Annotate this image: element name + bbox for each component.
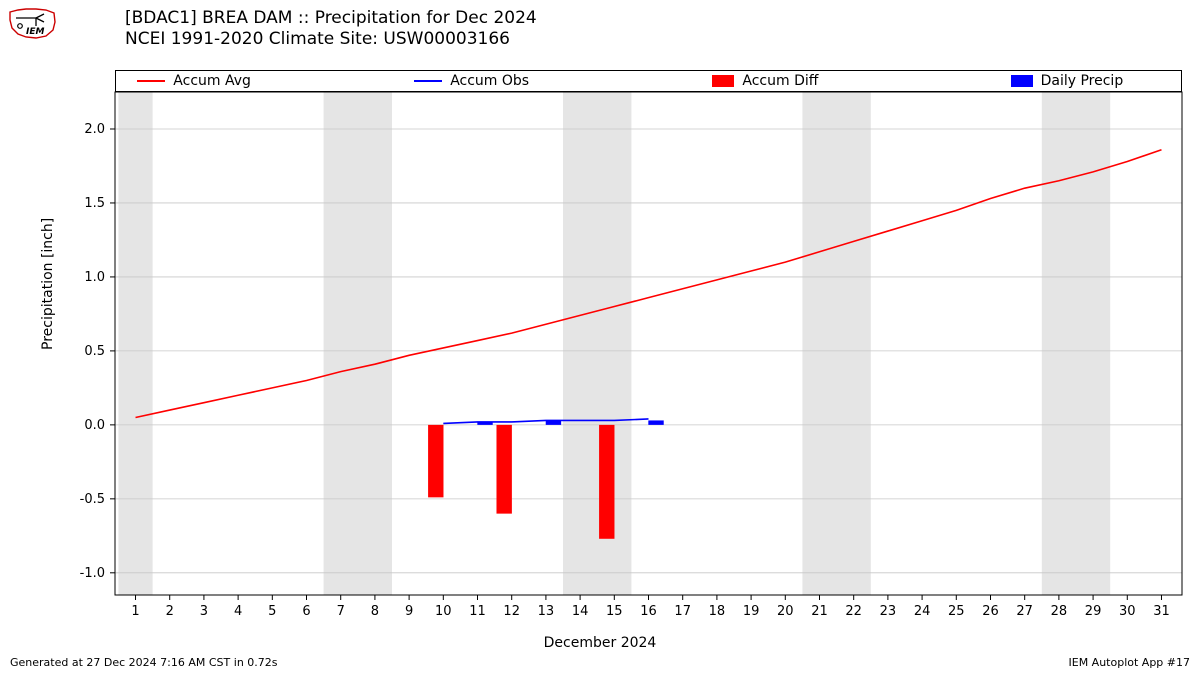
x-tick-label: 7	[337, 604, 345, 619]
x-tick-label: 24	[914, 604, 931, 619]
x-tick-label: 27	[1016, 604, 1033, 619]
legend-item-accum-diff: Accum Diff	[712, 73, 818, 89]
x-tick-label: 29	[1085, 604, 1102, 619]
x-tick-label: 14	[572, 604, 589, 619]
svg-text:IEM: IEM	[26, 27, 44, 37]
x-tick-label: 2	[166, 604, 174, 619]
legend-label: Accum Avg	[173, 73, 251, 89]
x-tick-label: 13	[538, 604, 555, 619]
x-tick-label: 19	[743, 604, 760, 619]
y-tick-label: 1.0	[84, 270, 105, 285]
legend-label: Accum Obs	[450, 73, 529, 89]
bar-daily-precip	[648, 420, 663, 424]
x-tick-label: 9	[405, 604, 413, 619]
x-tick-label: 22	[845, 604, 862, 619]
x-tick-label: 8	[371, 604, 379, 619]
y-axis-label: Precipitation [inch]	[40, 218, 56, 350]
x-tick-label: 26	[982, 604, 999, 619]
y-tick-label: 2.0	[84, 122, 105, 137]
legend-item-accum-avg: Accum Avg	[137, 73, 251, 89]
title-line-1: [BDAC1] BREA DAM :: Precipitation for De…	[125, 8, 537, 29]
footer-generated: Generated at 27 Dec 2024 7:16 AM CST in …	[10, 656, 278, 669]
weekend-band	[324, 92, 392, 595]
x-tick-label: 28	[1051, 604, 1068, 619]
x-tick-label: 3	[200, 604, 208, 619]
x-tick-label: 4	[234, 604, 242, 619]
legend-swatch	[712, 75, 734, 87]
y-tick-label: -1.0	[80, 566, 105, 581]
x-tick-label: 25	[948, 604, 965, 619]
legend: Accum Avg Accum Obs Accum Diff Daily Precip	[115, 70, 1182, 92]
x-tick-label: 5	[268, 604, 276, 619]
legend-swatch	[137, 80, 165, 82]
legend-swatch	[414, 80, 442, 82]
bar-accum-diff	[428, 425, 443, 497]
x-tick-label: 31	[1153, 604, 1170, 619]
weekend-band	[563, 92, 631, 595]
precipitation-chart: -1.0-0.50.00.51.01.52.012345678910111213…	[115, 92, 1182, 625]
x-tick-label: 12	[503, 604, 520, 619]
x-tick-label: 20	[777, 604, 794, 619]
x-tick-label: 18	[709, 604, 726, 619]
footer-app: IEM Autoplot App #17	[1069, 656, 1191, 669]
chart-title: [BDAC1] BREA DAM :: Precipitation for De…	[125, 8, 537, 51]
bar-accum-diff	[599, 425, 614, 539]
x-tick-label: 10	[435, 604, 452, 619]
x-tick-label: 16	[640, 604, 657, 619]
x-tick-label: 21	[811, 604, 828, 619]
plot-border	[115, 92, 1182, 595]
y-tick-label: 0.5	[84, 344, 105, 359]
weekend-band	[802, 92, 870, 595]
weekend-band	[118, 92, 152, 595]
iem-logo: IEM	[6, 4, 58, 42]
x-axis-label: December 2024	[0, 635, 1200, 651]
x-tick-label: 1	[131, 604, 139, 619]
legend-label: Accum Diff	[742, 73, 818, 89]
y-tick-label: -0.5	[80, 492, 105, 507]
x-tick-label: 17	[674, 604, 691, 619]
x-tick-label: 30	[1119, 604, 1136, 619]
legend-label: Daily Precip	[1041, 73, 1124, 89]
x-tick-label: 6	[302, 604, 310, 619]
title-line-2: NCEI 1991-2020 Climate Site: USW00003166	[125, 29, 537, 50]
legend-item-accum-obs: Accum Obs	[414, 73, 529, 89]
y-tick-label: 1.5	[84, 196, 105, 211]
x-tick-label: 11	[469, 604, 486, 619]
weekend-band	[1042, 92, 1110, 595]
line-accum-avg	[136, 150, 1162, 418]
legend-item-daily-precip: Daily Precip	[1011, 73, 1124, 89]
legend-swatch	[1011, 75, 1033, 87]
bar-accum-diff	[496, 425, 511, 514]
x-tick-label: 23	[880, 604, 897, 619]
x-tick-label: 15	[606, 604, 623, 619]
y-tick-label: 0.0	[84, 418, 105, 433]
